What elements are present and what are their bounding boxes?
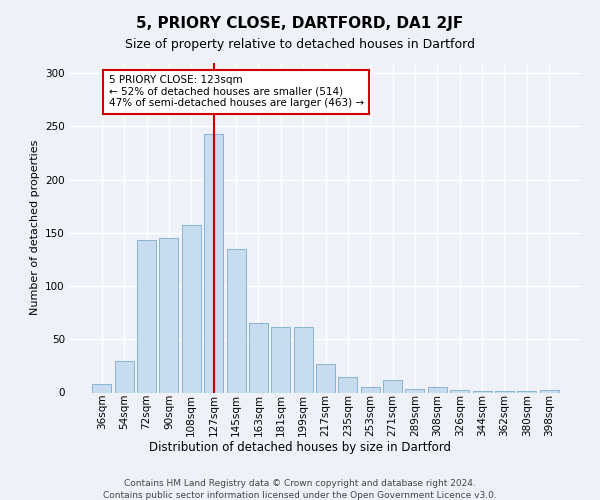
Bar	[160, 238, 178, 392]
Bar	[293, 326, 313, 392]
Bar	[115, 360, 134, 392]
Bar	[539, 390, 559, 392]
Bar	[249, 324, 268, 392]
Bar	[227, 249, 245, 392]
Text: Contains public sector information licensed under the Open Government Licence v3: Contains public sector information licen…	[103, 491, 497, 500]
Bar	[316, 364, 335, 392]
Bar	[428, 387, 447, 392]
Text: Contains HM Land Registry data © Crown copyright and database right 2024.: Contains HM Land Registry data © Crown c…	[124, 479, 476, 488]
Bar	[406, 390, 424, 392]
Text: 5, PRIORY CLOSE, DARTFORD, DA1 2JF: 5, PRIORY CLOSE, DARTFORD, DA1 2JF	[136, 16, 464, 31]
Bar	[450, 390, 469, 392]
Bar	[204, 134, 223, 392]
Text: Distribution of detached houses by size in Dartford: Distribution of detached houses by size …	[149, 442, 451, 454]
Text: 5 PRIORY CLOSE: 123sqm
← 52% of detached houses are smaller (514)
47% of semi-de: 5 PRIORY CLOSE: 123sqm ← 52% of detached…	[109, 76, 364, 108]
Bar	[383, 380, 402, 392]
Y-axis label: Number of detached properties: Number of detached properties	[29, 140, 40, 315]
Bar	[271, 326, 290, 392]
Text: Size of property relative to detached houses in Dartford: Size of property relative to detached ho…	[125, 38, 475, 51]
Bar	[361, 387, 380, 392]
Bar	[338, 376, 358, 392]
Bar	[182, 226, 201, 392]
Bar	[92, 384, 112, 392]
Bar	[137, 240, 156, 392]
